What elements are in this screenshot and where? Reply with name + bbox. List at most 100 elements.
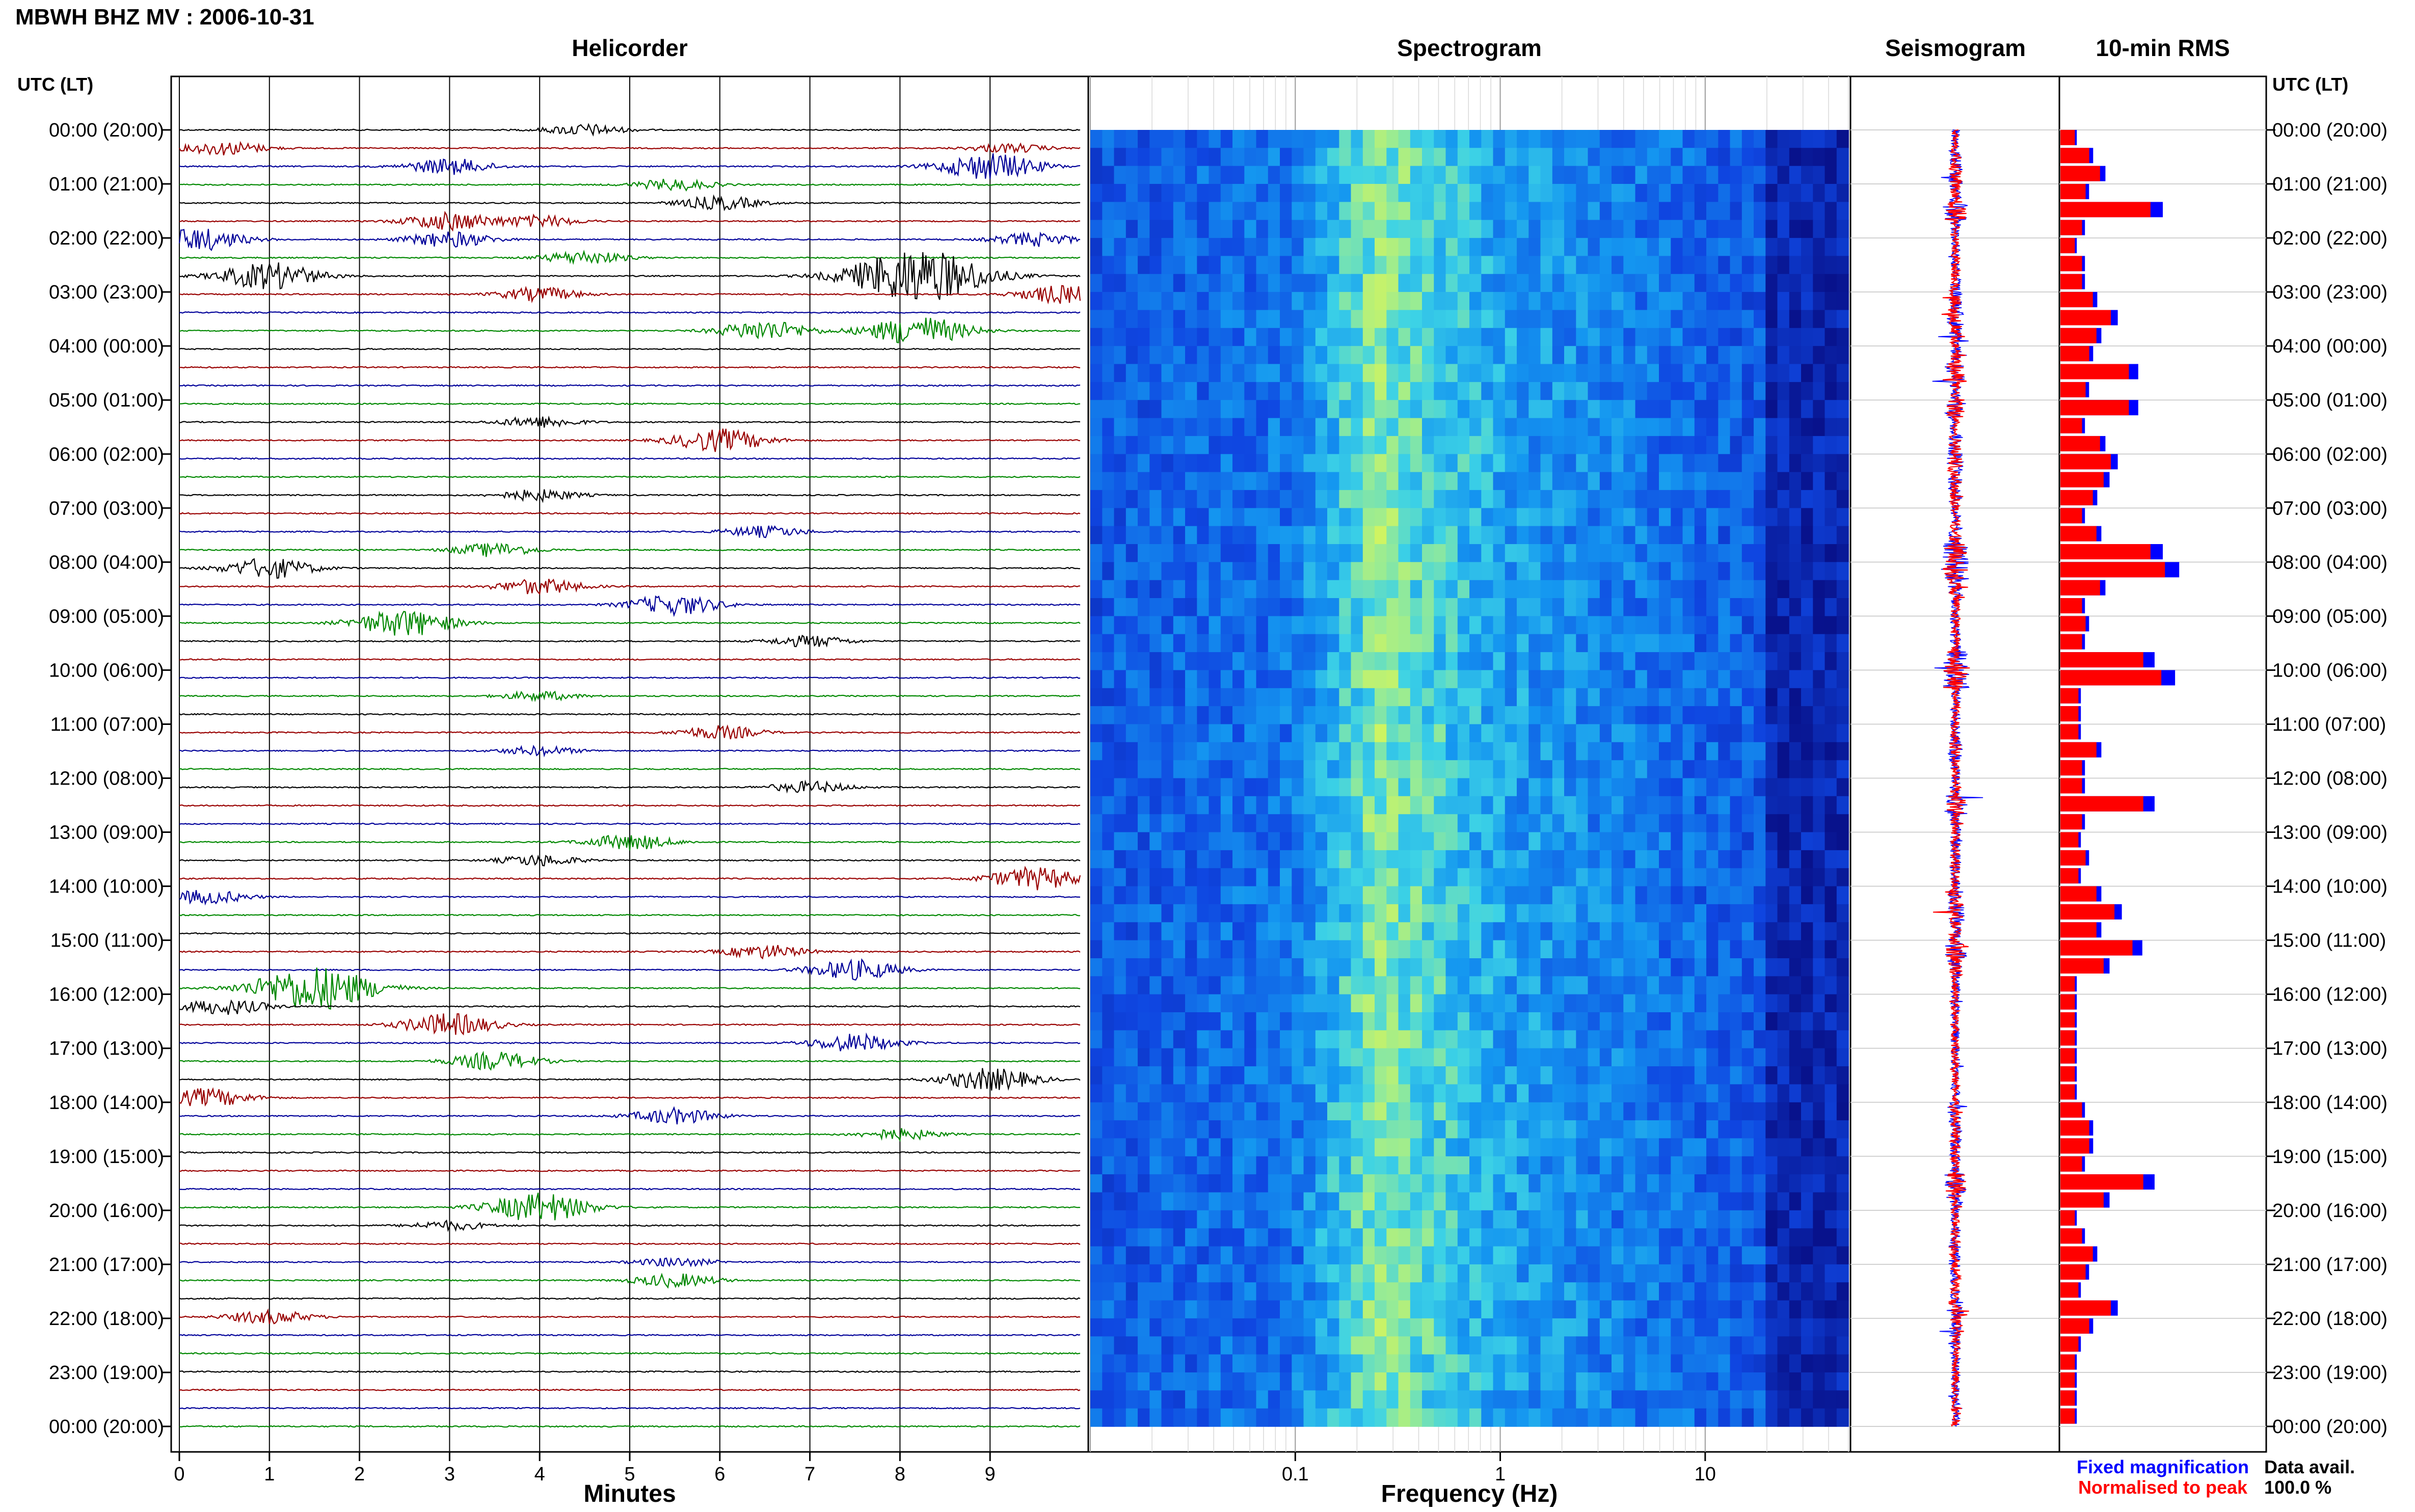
spectrogram-cell bbox=[1221, 220, 1233, 238]
spectrogram-cell bbox=[1528, 670, 1541, 688]
spectrogram-cell bbox=[1399, 454, 1411, 472]
spectrogram-cell bbox=[1493, 616, 1506, 634]
spectrogram-cell bbox=[1505, 976, 1517, 994]
spectrogram-cell bbox=[1221, 598, 1233, 616]
spectrogram-cell bbox=[1149, 1282, 1162, 1301]
spectrogram-cell bbox=[1221, 292, 1233, 310]
spectrogram-cell bbox=[1754, 760, 1766, 778]
spectrogram-cell bbox=[1304, 958, 1316, 977]
spectrogram-cell bbox=[1541, 832, 1553, 851]
spectrogram-cell bbox=[1268, 1301, 1280, 1319]
spectrogram-cell bbox=[1399, 598, 1411, 616]
spectrogram-cell bbox=[1316, 436, 1328, 454]
spectrogram-cell bbox=[1493, 1048, 1506, 1067]
spectrogram-cell bbox=[1481, 1138, 1493, 1156]
spectrogram-cell bbox=[1541, 400, 1553, 418]
spectrogram-cell bbox=[1162, 1030, 1174, 1048]
spectrogram-cell bbox=[1149, 670, 1162, 688]
figure-title: MBWH BHZ MV : 2006-10-31 bbox=[15, 5, 314, 30]
spectrogram-cell bbox=[1375, 706, 1387, 724]
spectrogram-cell bbox=[1671, 1301, 1683, 1319]
spectrogram-cell bbox=[1813, 832, 1825, 851]
spectrogram-cell bbox=[1434, 652, 1446, 670]
spectrogram-cell bbox=[1635, 328, 1648, 346]
spectrogram-cell bbox=[1209, 652, 1221, 670]
spectrogram-cell bbox=[1659, 1120, 1671, 1139]
spectrogram-cell bbox=[1173, 562, 1186, 580]
spectrogram-cell bbox=[1126, 1138, 1138, 1156]
spectrogram-cell bbox=[1197, 1228, 1209, 1247]
spectrogram-cell bbox=[1647, 400, 1659, 418]
spectrogram-cell bbox=[1458, 796, 1470, 815]
spectrogram-cell bbox=[1659, 616, 1671, 634]
spectrogram-cell bbox=[1623, 184, 1635, 202]
spectrogram-cell bbox=[1765, 1301, 1778, 1319]
utc-label-right: UTC (LT) bbox=[2272, 74, 2348, 95]
spectrogram-cell bbox=[1162, 382, 1174, 400]
spectrogram-cell bbox=[1363, 328, 1375, 346]
spectrogram-cell bbox=[1339, 598, 1351, 616]
spectrogram-cell bbox=[1837, 1318, 1849, 1337]
rms-bar-normalised bbox=[2060, 544, 2151, 559]
spectrogram-cell bbox=[1351, 1193, 1363, 1211]
spectrogram-cell bbox=[1138, 1336, 1150, 1355]
spectrogram-cell bbox=[1683, 688, 1695, 707]
spectrogram-cell bbox=[1268, 1372, 1280, 1391]
spectrogram-cell bbox=[1173, 1066, 1186, 1085]
spectrogram-cell bbox=[1386, 1247, 1399, 1265]
spectrogram-cell bbox=[1683, 382, 1695, 400]
spectrogram-cell bbox=[1138, 670, 1150, 688]
spectrogram-cell bbox=[1612, 364, 1624, 383]
spectrogram-cell bbox=[1363, 1372, 1375, 1391]
spectrogram-cell bbox=[1232, 598, 1245, 616]
spectrogram-cell bbox=[1517, 526, 1529, 545]
spectrogram-cell bbox=[1280, 940, 1292, 959]
spectrogram-cell bbox=[1386, 1193, 1399, 1211]
spectrogram-cell bbox=[1138, 886, 1150, 905]
spectrogram-cell bbox=[1162, 202, 1174, 220]
spectrogram-cell bbox=[1422, 544, 1434, 562]
spectrogram-cell bbox=[1789, 1066, 1802, 1085]
spectrogram-cell bbox=[1138, 184, 1150, 202]
spectrogram-cell bbox=[1588, 760, 1600, 778]
spectrogram-cell bbox=[1789, 958, 1802, 977]
spectrogram-cell bbox=[1232, 1282, 1245, 1301]
spectrogram-cell bbox=[1600, 364, 1612, 383]
spectrogram-cell bbox=[1837, 220, 1849, 238]
spectrogram-cell bbox=[1576, 814, 1588, 832]
spectrogram-cell bbox=[1375, 1228, 1387, 1247]
spectrogram-cell bbox=[1600, 1372, 1612, 1391]
spectrogram-cell bbox=[1280, 1336, 1292, 1355]
spectrogram-cell bbox=[1232, 166, 1245, 184]
spectrogram-cell bbox=[1090, 742, 1103, 761]
utc-label-left: UTC (LT) bbox=[17, 74, 93, 95]
spectrogram-cell bbox=[1493, 922, 1506, 940]
spectrogram-cell bbox=[1434, 1409, 1446, 1427]
spectrogram-cell bbox=[1232, 796, 1245, 815]
spectrogram-cell bbox=[1623, 850, 1635, 869]
spectrogram-cell bbox=[1659, 778, 1671, 797]
spectrogram-cell bbox=[1576, 1301, 1588, 1319]
spectrogram-cell bbox=[1576, 1264, 1588, 1283]
rms-bar-normalised bbox=[2060, 976, 2075, 991]
spectrogram-cell bbox=[1730, 220, 1742, 238]
spectrogram-cell bbox=[1138, 616, 1150, 634]
spectrogram-cell bbox=[1517, 1210, 1529, 1229]
spectrogram-cell bbox=[1588, 562, 1600, 580]
spectrogram-cell bbox=[1623, 202, 1635, 220]
spectrogram-cell bbox=[1481, 1102, 1493, 1121]
spectrogram-cell bbox=[1209, 346, 1221, 364]
rms-bar-normalised bbox=[2060, 382, 2086, 397]
spectrogram-cell bbox=[1600, 976, 1612, 994]
spectrogram-cell bbox=[1386, 616, 1399, 634]
spectrogram-cell bbox=[1718, 1156, 1730, 1175]
spectrogram-cell bbox=[1481, 184, 1493, 202]
spectrogram-cell bbox=[1399, 832, 1411, 851]
spectrogram-cell bbox=[1399, 256, 1411, 274]
spectrogram-cell bbox=[1363, 1102, 1375, 1121]
spectrogram-cell bbox=[1493, 742, 1506, 761]
spectrogram-cell bbox=[1635, 382, 1648, 400]
spectrogram-cell bbox=[1671, 418, 1683, 437]
spectrogram-cell bbox=[1149, 1012, 1162, 1031]
spectrogram-cell bbox=[1552, 364, 1565, 383]
